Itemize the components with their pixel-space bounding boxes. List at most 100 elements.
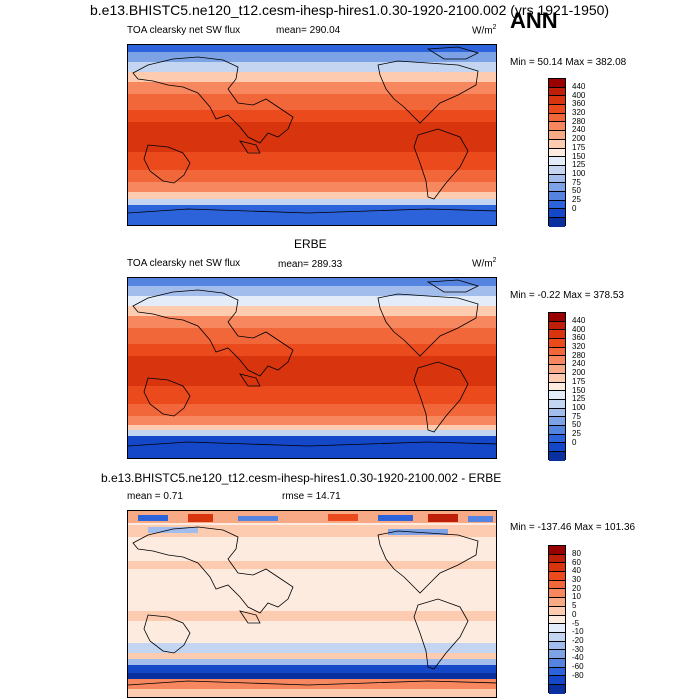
panel-minmax: Min = 50.14 Max = 382.08 [510, 57, 627, 68]
colorbar-swatch [549, 624, 565, 633]
colorbar-swatch [549, 347, 565, 357]
colorbar-swatch [549, 356, 565, 366]
colorbar-swatch [549, 434, 565, 444]
colorbar-label: 400 [572, 91, 586, 100]
panel-unit: W/m2 [472, 257, 497, 270]
colorbar-swatch [549, 96, 565, 106]
colorbar-swatch [549, 632, 565, 642]
colorbar-label: 150 [572, 386, 586, 395]
panel-mean-label: mean = 0.71 [127, 491, 183, 502]
colorbar-swatch [549, 598, 565, 607]
diff-colorbar [548, 545, 566, 694]
colorbar-swatch [549, 589, 565, 599]
panel-variable-label: TOA clearsky net SW flux [127, 258, 241, 269]
colorbar-label: 175 [572, 143, 586, 152]
colorbar-label: 360 [572, 99, 586, 108]
panel-title: b.e13.BHISTC5.ne120_t12.cesm-ihesp-hires… [101, 471, 502, 485]
panel-minmax: Min = -137.46 Max = 101.36 [510, 522, 636, 533]
model-map [127, 44, 497, 226]
colorbar-label: 400 [572, 325, 586, 334]
colorbar-swatch [549, 676, 565, 685]
colorbar-swatch [549, 79, 565, 88]
colorbar-label: 125 [572, 394, 586, 403]
colorbar-swatch [549, 443, 565, 452]
colorbar-label: 280 [572, 117, 586, 126]
colorbar-label: 320 [572, 108, 586, 117]
colorbar-label: -30 [572, 645, 584, 654]
colorbar-label: 175 [572, 377, 586, 386]
model-colorbar [548, 78, 566, 227]
colorbar-swatch [549, 554, 565, 564]
colorbar-swatch [549, 382, 565, 392]
panel-unit: W/m2 [472, 24, 497, 37]
panel-title: ERBE [294, 237, 327, 251]
colorbar-swatch [549, 330, 565, 340]
colorbar-label: -40 [572, 653, 584, 662]
diff-map [127, 510, 497, 698]
colorbar-swatch [549, 606, 565, 616]
colorbar-swatch [549, 408, 565, 418]
colorbar-swatch [549, 667, 565, 677]
colorbar-swatch [549, 131, 565, 140]
colorbar-label: 440 [572, 316, 586, 325]
colorbar-label: 25 [572, 429, 581, 438]
colorbar-swatch [549, 417, 565, 426]
colorbar-label: 10 [572, 592, 581, 601]
colorbar-label: 100 [572, 169, 586, 178]
colorbar-label: 5 [572, 601, 577, 610]
colorbar-swatch [549, 641, 565, 651]
colorbar-swatch [549, 113, 565, 123]
colorbar-label: 0 [572, 438, 577, 447]
colorbar-swatch [549, 122, 565, 132]
colorbar-swatch [549, 157, 565, 166]
colorbar-swatch [549, 546, 565, 555]
season-label: ANN [510, 8, 558, 33]
colorbar-label: 240 [572, 125, 586, 134]
colorbar-swatch [549, 218, 565, 227]
colorbar-swatch [549, 148, 565, 158]
colorbar-label: 30 [572, 575, 581, 584]
colorbar-swatch [549, 365, 565, 374]
colorbar-label: 100 [572, 403, 586, 412]
colorbar-label: 75 [572, 412, 581, 421]
colorbar-swatch [549, 87, 565, 97]
colorbar-swatch [549, 183, 565, 192]
colorbar-label: 0 [572, 204, 577, 213]
colorbar-label: 60 [572, 558, 581, 567]
panel-mean-label: mean= 290.04 [276, 25, 341, 36]
colorbar-label: 25 [572, 195, 581, 204]
colorbar-label: 50 [572, 186, 581, 195]
colorbar-label: 320 [572, 342, 586, 351]
colorbar-swatch [549, 563, 565, 573]
colorbar-swatch [549, 339, 565, 348]
colorbar-swatch [549, 191, 565, 201]
colorbar-label: 125 [572, 160, 586, 169]
colorbar-swatch [549, 650, 565, 659]
colorbar-label: 50 [572, 420, 581, 429]
colorbar-label: 200 [572, 368, 586, 377]
figure-title: b.e13.BHISTC5.ne120_t12.cesm-ihesp-hires… [90, 2, 610, 18]
obs-colorbar [548, 312, 566, 461]
colorbar-swatch [549, 373, 565, 383]
colorbar-label: -5 [572, 619, 580, 628]
colorbar-label: 75 [572, 178, 581, 187]
panel-variable-label: TOA clearsky net SW flux [127, 25, 241, 36]
colorbar-swatch [549, 321, 565, 331]
colorbar-swatch [549, 685, 565, 694]
colorbar-label: -20 [572, 636, 584, 645]
colorbar-label: 20 [572, 584, 581, 593]
colorbar-label: -10 [572, 627, 584, 636]
obs-map [127, 277, 497, 459]
colorbar-label: 240 [572, 359, 586, 368]
panel-rmse-label: rmse = 14.71 [282, 491, 341, 502]
colorbar-label: 0 [572, 610, 577, 619]
colorbar-swatch [549, 580, 565, 590]
colorbar-label: -80 [572, 671, 584, 680]
colorbar-swatch [549, 105, 565, 114]
colorbar-label: 150 [572, 152, 586, 161]
colorbar-label: -60 [572, 662, 584, 671]
colorbar-swatch [549, 391, 565, 400]
colorbar-swatch [549, 572, 565, 581]
panel-mean-label: mean= 289.33 [278, 259, 343, 270]
colorbar-swatch [549, 452, 565, 461]
